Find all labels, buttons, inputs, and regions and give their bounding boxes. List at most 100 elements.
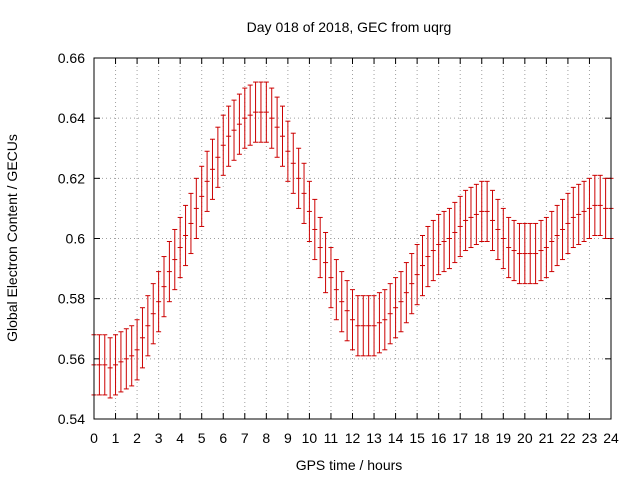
data-point <box>161 256 167 318</box>
data-point <box>279 105 285 167</box>
data-point <box>570 186 576 249</box>
data-point <box>495 198 501 261</box>
x-tick-label: 9 <box>284 430 292 446</box>
y-tick-label: 0.62 <box>58 170 85 186</box>
data-point <box>156 271 162 333</box>
data-point <box>468 186 474 249</box>
chart-title: Day 018 of 2018, GEC from uqrg <box>247 19 452 35</box>
data-point <box>350 289 355 351</box>
data-point <box>306 180 312 243</box>
y-tick-label: 0.66 <box>58 50 85 66</box>
data-point <box>516 222 522 285</box>
data-point <box>403 262 409 324</box>
data-point <box>258 81 264 143</box>
x-tick-label: 24 <box>603 430 619 446</box>
data-point <box>382 289 388 351</box>
data-point <box>425 225 431 288</box>
data-point <box>339 271 345 333</box>
data-point <box>172 228 178 291</box>
x-tick-label: 6 <box>219 430 227 446</box>
data-point <box>603 177 609 239</box>
data-point <box>522 222 528 285</box>
data-point <box>263 81 269 143</box>
data-series <box>91 81 614 399</box>
data-point <box>274 96 280 158</box>
data-point <box>129 325 135 387</box>
data-point <box>123 328 129 390</box>
data-point <box>96 334 102 396</box>
data-point <box>393 277 399 339</box>
data-point <box>420 234 426 297</box>
x-tick-label: 17 <box>452 430 468 446</box>
x-tick-label: 0 <box>90 430 98 446</box>
y-tick-label: 0.54 <box>58 411 85 427</box>
data-point <box>527 222 533 285</box>
data-point <box>398 271 404 333</box>
data-point <box>290 132 296 194</box>
data-point <box>446 207 452 270</box>
data-point <box>430 219 436 282</box>
data-point <box>344 280 350 342</box>
data-point <box>506 216 512 279</box>
x-tick-label: 14 <box>388 430 404 446</box>
data-point <box>360 295 366 357</box>
data-point <box>441 210 447 273</box>
data-point <box>409 253 415 315</box>
data-point <box>204 150 210 212</box>
x-tick-label: 23 <box>582 430 598 446</box>
x-tick-label: 20 <box>517 430 533 446</box>
x-tick-label: 15 <box>409 430 425 446</box>
data-point <box>376 292 382 354</box>
data-point <box>565 192 571 255</box>
data-point <box>554 204 560 267</box>
data-point <box>166 241 172 303</box>
data-point <box>134 319 140 381</box>
data-point <box>328 247 334 309</box>
grid-lines <box>94 58 611 419</box>
data-point <box>247 84 253 146</box>
data-point <box>597 174 603 236</box>
data-point <box>479 180 485 243</box>
data-point <box>188 192 194 255</box>
data-point <box>592 174 598 236</box>
data-point <box>253 81 259 143</box>
data-point <box>333 259 339 321</box>
data-point <box>576 183 582 246</box>
data-point <box>118 331 124 393</box>
data-point <box>538 219 544 282</box>
data-point <box>236 93 242 155</box>
data-point <box>463 189 469 252</box>
data-point <box>269 87 275 149</box>
x-tick-label: 3 <box>155 430 163 446</box>
data-point <box>457 195 463 258</box>
data-point <box>500 207 506 270</box>
y-tick-label: 0.58 <box>58 291 85 307</box>
x-tick-label: 5 <box>198 430 206 446</box>
data-point <box>490 189 496 252</box>
x-tick-label: 7 <box>241 430 249 446</box>
x-tick-label: 18 <box>474 430 490 446</box>
data-point <box>231 99 237 161</box>
data-point <box>387 283 393 345</box>
data-point <box>414 244 420 306</box>
y-tick-label: 0.56 <box>58 351 85 367</box>
data-point <box>484 180 490 243</box>
data-point <box>199 165 205 227</box>
data-point <box>323 231 329 294</box>
data-point <box>452 201 458 264</box>
data-point <box>301 162 307 224</box>
y-axis-title: Global Electron Content / GECUs <box>4 134 20 342</box>
data-point <box>285 120 291 182</box>
x-tick-label: 11 <box>324 430 339 446</box>
data-point <box>145 295 151 357</box>
data-point <box>436 213 442 276</box>
y-tick-label: 0.64 <box>58 110 85 126</box>
x-tick-label: 10 <box>302 430 318 446</box>
axis-ticks: 0 1 2 3 4 5 6 7 8 9 10 11 12 13 14 15 16 17 18 19 20 21 22 23 24… <box>58 50 619 446</box>
data-point <box>107 337 113 399</box>
data-point <box>366 295 372 357</box>
data-point <box>220 114 226 176</box>
x-tick-label: 1 <box>112 430 120 446</box>
x-tick-label: 21 <box>539 430 555 446</box>
